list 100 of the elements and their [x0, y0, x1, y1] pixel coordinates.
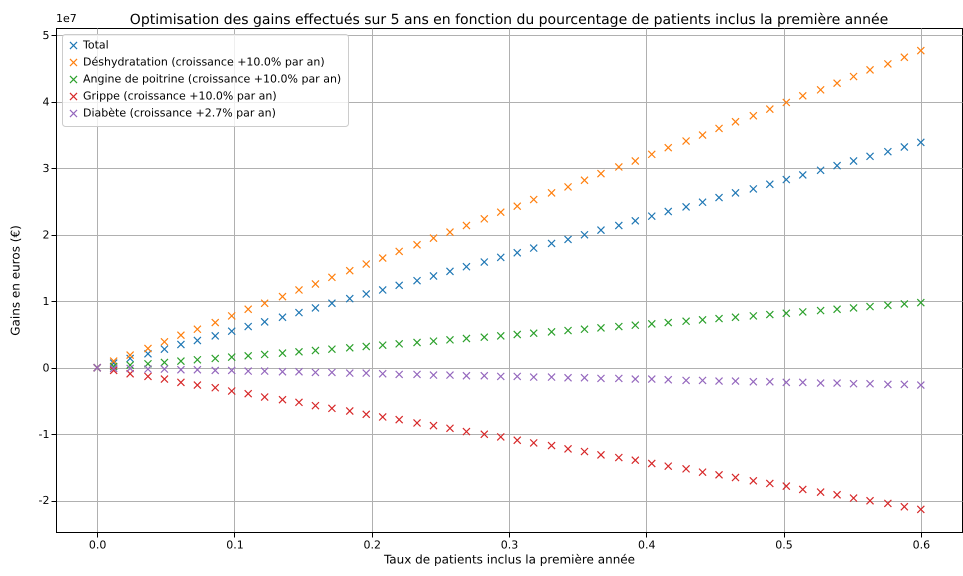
point [530, 372, 538, 382]
y-tick-label: 0 [42, 361, 50, 374]
point [228, 327, 236, 336]
point [547, 239, 556, 248]
point [244, 305, 252, 314]
point [714, 470, 724, 479]
point [731, 313, 740, 322]
point [580, 447, 589, 456]
point [260, 350, 269, 359]
point [496, 372, 505, 381]
point [328, 368, 336, 377]
point [664, 144, 672, 152]
point [294, 368, 304, 376]
point [176, 340, 186, 349]
point [866, 302, 874, 311]
x-tick-label: 0.5 [775, 538, 793, 552]
point [346, 294, 354, 303]
legend-label: Grippe (croissance +10.0% par an) [83, 90, 277, 102]
point [126, 370, 134, 378]
point [916, 46, 925, 55]
y-tick-label: 3 [42, 162, 50, 175]
point [412, 240, 422, 249]
point [429, 234, 438, 242]
point [244, 322, 252, 331]
point [362, 410, 370, 418]
point [278, 292, 287, 301]
point [328, 273, 336, 282]
point [462, 334, 471, 343]
point [328, 345, 336, 354]
point [849, 72, 858, 81]
point [228, 312, 236, 320]
point [866, 380, 874, 388]
point [849, 156, 858, 166]
point [144, 350, 152, 358]
point [530, 329, 538, 338]
point [530, 195, 538, 204]
point [395, 370, 404, 379]
point [328, 404, 336, 412]
point [816, 306, 825, 315]
point [682, 317, 690, 326]
point [564, 235, 572, 244]
point [160, 338, 169, 346]
point [244, 390, 252, 398]
point [126, 354, 134, 363]
point [412, 418, 422, 428]
point [884, 301, 892, 310]
point [144, 372, 152, 381]
point [547, 328, 556, 336]
y-tick-label: 4 [42, 95, 50, 108]
point [564, 444, 572, 454]
point [311, 280, 320, 288]
point [580, 325, 589, 334]
point [144, 364, 152, 374]
point [731, 118, 740, 126]
point [193, 380, 202, 390]
point [260, 366, 269, 376]
point [211, 332, 220, 340]
legend-label: Angine de poitrine (croissance +10.0% par an) [83, 72, 342, 86]
point [228, 366, 236, 375]
point [664, 207, 672, 216]
point [614, 162, 623, 172]
point [816, 488, 825, 496]
point [160, 358, 169, 367]
point [580, 374, 589, 382]
point [228, 386, 236, 396]
x-tick-label: 0.3 [500, 538, 518, 552]
point [698, 376, 707, 385]
y-tick-label: 1 [42, 294, 50, 308]
point [798, 92, 807, 100]
point [749, 112, 758, 120]
point [412, 276, 422, 285]
point [698, 198, 707, 206]
point [530, 244, 538, 252]
point [193, 336, 202, 345]
point [547, 188, 556, 198]
point [496, 432, 505, 442]
x-tick-label: 0.6 [912, 538, 930, 552]
point [378, 412, 387, 422]
point [429, 370, 438, 380]
point [211, 318, 220, 327]
point [782, 482, 790, 490]
point [513, 330, 522, 339]
point [884, 499, 892, 508]
point [378, 341, 387, 350]
point [496, 208, 505, 216]
point [648, 320, 656, 328]
point [278, 396, 287, 404]
point [395, 415, 404, 424]
point [731, 473, 740, 482]
x-tick-label: 0.0 [88, 538, 106, 552]
point [782, 309, 790, 318]
x-tick-label: 0.1 [226, 538, 244, 552]
point [580, 176, 589, 184]
point [480, 430, 488, 438]
point [849, 380, 858, 388]
point [530, 438, 538, 448]
point [782, 378, 790, 387]
point [682, 136, 690, 146]
point [480, 333, 488, 342]
point [714, 376, 724, 386]
